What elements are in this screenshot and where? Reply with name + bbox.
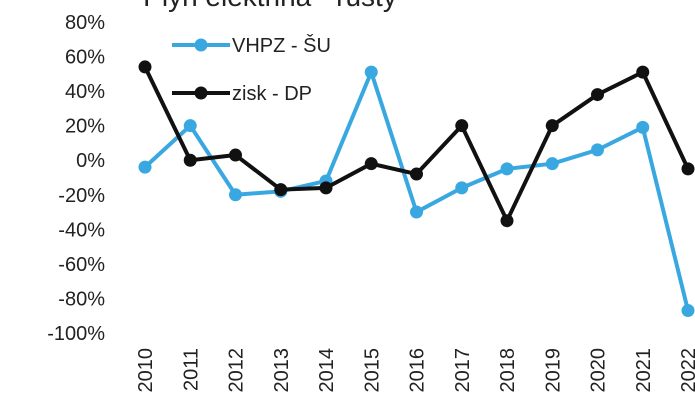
y-tick-label: -20% bbox=[58, 185, 105, 207]
data-point bbox=[274, 183, 288, 197]
data-point bbox=[364, 157, 378, 171]
data-point bbox=[545, 119, 559, 133]
data-point bbox=[410, 167, 423, 181]
y-tick-label: -40% bbox=[58, 219, 105, 241]
data-point bbox=[319, 181, 333, 195]
data-point bbox=[410, 205, 423, 219]
data-point bbox=[455, 181, 469, 195]
legend-label: VHPZ - ŠU bbox=[232, 34, 331, 57]
data-point bbox=[455, 119, 469, 133]
data-point bbox=[229, 148, 242, 162]
data-point bbox=[636, 120, 650, 134]
x-tick-label: 2022 bbox=[678, 348, 695, 393]
x-tick-label: 2020 bbox=[588, 348, 610, 393]
x-tick-label: 2018 bbox=[497, 348, 519, 393]
data-point bbox=[138, 160, 152, 174]
y-tick-label: 0% bbox=[76, 150, 105, 172]
x-tick-label: 2010 bbox=[135, 348, 157, 393]
x-tick-label: 2013 bbox=[271, 348, 293, 393]
x-tick-label: 2016 bbox=[407, 348, 429, 393]
data-point bbox=[636, 65, 650, 79]
x-tick-label: 2011 bbox=[180, 348, 202, 391]
y-tick-label: 20% bbox=[65, 116, 105, 138]
x-tick-label: 2017 bbox=[452, 348, 474, 393]
legend-marker bbox=[194, 86, 208, 100]
y-tick-label: -60% bbox=[58, 254, 105, 276]
data-point bbox=[500, 214, 514, 228]
data-point bbox=[500, 162, 514, 176]
x-tick-label: 2015 bbox=[361, 348, 383, 393]
data-point bbox=[138, 60, 152, 74]
legend-label: zisk - DP bbox=[232, 83, 312, 105]
x-tick-label: 2012 bbox=[226, 348, 248, 393]
x-tick-label: 2014 bbox=[316, 348, 338, 393]
chart-title: Plyn elektřina - růsty bbox=[143, 0, 397, 12]
data-point bbox=[591, 88, 604, 102]
data-point bbox=[183, 119, 197, 133]
data-point bbox=[681, 162, 695, 176]
data-point bbox=[591, 143, 604, 157]
y-tick-label: -80% bbox=[58, 288, 105, 310]
legend-marker bbox=[194, 38, 208, 52]
series-line bbox=[143, 70, 690, 312]
y-tick-label: 60% bbox=[65, 47, 105, 69]
y-tick-label: -100% bbox=[47, 323, 105, 345]
data-point bbox=[229, 188, 242, 202]
x-tick-label: 2019 bbox=[542, 348, 564, 393]
data-point bbox=[545, 157, 559, 171]
data-point bbox=[364, 65, 378, 79]
y-tick-label: 40% bbox=[65, 81, 105, 103]
data-point bbox=[681, 304, 695, 318]
y-tick-label: 80% bbox=[65, 12, 105, 34]
data-point bbox=[183, 153, 197, 167]
x-tick-label: 2021 bbox=[633, 348, 655, 393]
